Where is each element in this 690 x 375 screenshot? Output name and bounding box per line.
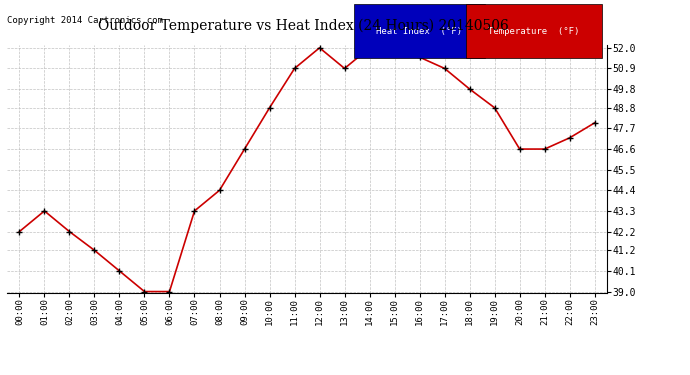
Text: Copyright 2014 Cartronics.com: Copyright 2014 Cartronics.com	[7, 16, 163, 25]
Text: Heat Index  (°F): Heat Index (°F)	[376, 27, 462, 36]
Text: Outdoor Temperature vs Heat Index (24 Hours) 20140506: Outdoor Temperature vs Heat Index (24 Ho…	[98, 19, 509, 33]
Text: Temperature  (°F): Temperature (°F)	[489, 27, 580, 36]
